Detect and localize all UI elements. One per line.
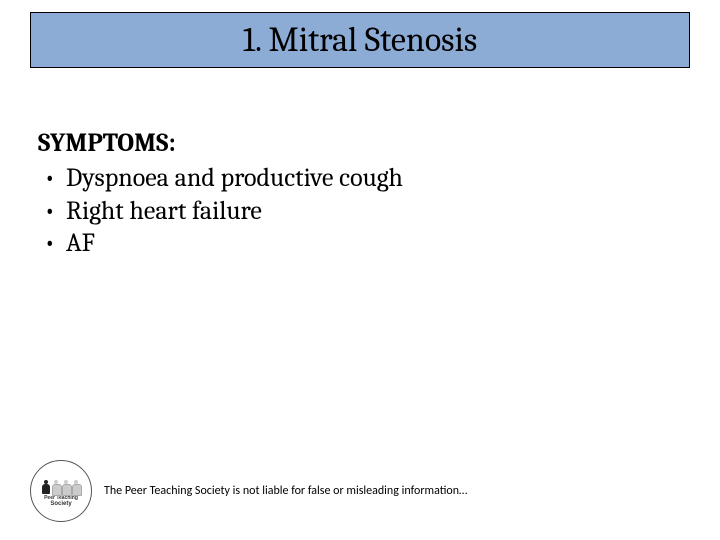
disclaimer-text: The Peer Teaching Society is not liable …	[104, 484, 467, 498]
slide-title: 1. Mitral Stenosis	[243, 20, 478, 60]
content-area: SYMPTOMS: Dyspnoea and productive cough …	[38, 128, 682, 260]
symptoms-heading: SYMPTOMS:	[38, 128, 682, 158]
peer-teaching-society-logo: Peer Teaching Society	[30, 460, 92, 522]
logo-text: Peer Teaching Society	[44, 496, 78, 507]
footer: Peer Teaching Society The Peer Teaching …	[30, 460, 467, 522]
title-bar: 1. Mitral Stenosis	[30, 12, 690, 68]
list-item: Right heart failure	[38, 195, 682, 228]
list-item: Dyspnoea and productive cough	[38, 162, 682, 195]
symptoms-list: Dyspnoea and productive cough Right hear…	[38, 162, 682, 260]
list-item: AF	[38, 227, 682, 260]
logo-figures-icon	[42, 480, 80, 494]
